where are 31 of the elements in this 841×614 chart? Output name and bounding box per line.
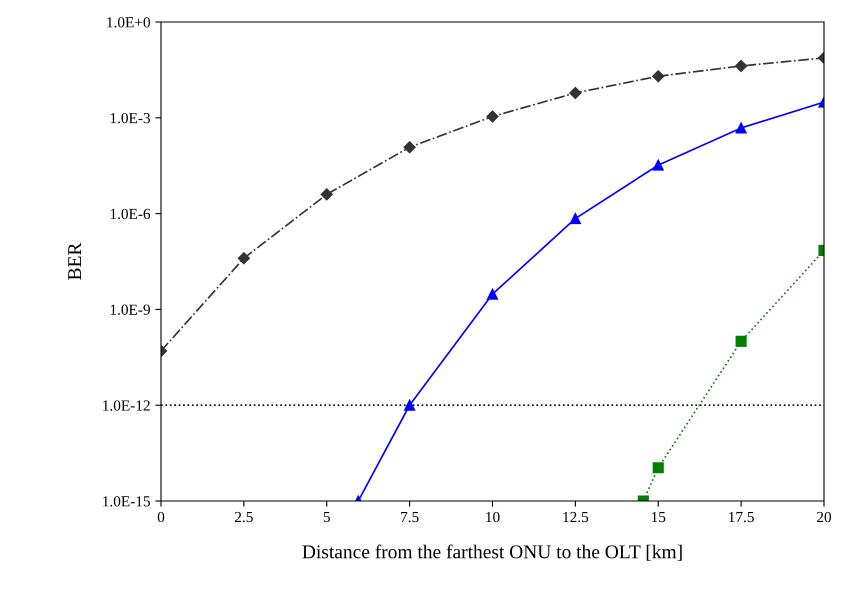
point — [238, 252, 250, 264]
x-tick-label: 5 — [324, 512, 330, 522]
point — [736, 336, 747, 347]
y-tick-label: 1.0E-3 — [110, 112, 150, 124]
x-axis-title: Distance from the farthest ONU to the OLT [km] — [302, 544, 682, 561]
point — [320, 188, 333, 200]
point — [652, 462, 664, 474]
y-tick-label: 1.0E-9 — [110, 304, 150, 315]
x-tick-label: 15 — [652, 512, 666, 522]
point — [404, 141, 416, 154]
y-axis-title: BER — [68, 242, 82, 280]
x-tick-label: 7.5 — [401, 512, 419, 522]
point — [652, 70, 664, 82]
point — [486, 110, 499, 123]
point — [404, 400, 416, 411]
point — [569, 86, 582, 100]
x-tick-label: 20 — [817, 512, 832, 522]
x-tick-label: 0 — [158, 512, 164, 522]
x-tick-label: 12.5 — [563, 512, 588, 522]
point — [570, 212, 581, 224]
point — [736, 122, 747, 134]
x-tick-label: 10 — [486, 512, 500, 522]
y-tick-label: 1.0E+0 — [107, 17, 150, 28]
y-tick-label: 1.0E-15 — [103, 496, 150, 507]
x-tick-label: 2.5 — [234, 512, 253, 522]
y-tick-label: 1.0E-6 — [110, 208, 150, 220]
point — [735, 60, 748, 72]
point — [486, 288, 498, 300]
y-tick-label: 1.0E-12 — [103, 400, 150, 411]
point — [652, 160, 664, 171]
x-tick-label: 17.5 — [729, 512, 754, 522]
